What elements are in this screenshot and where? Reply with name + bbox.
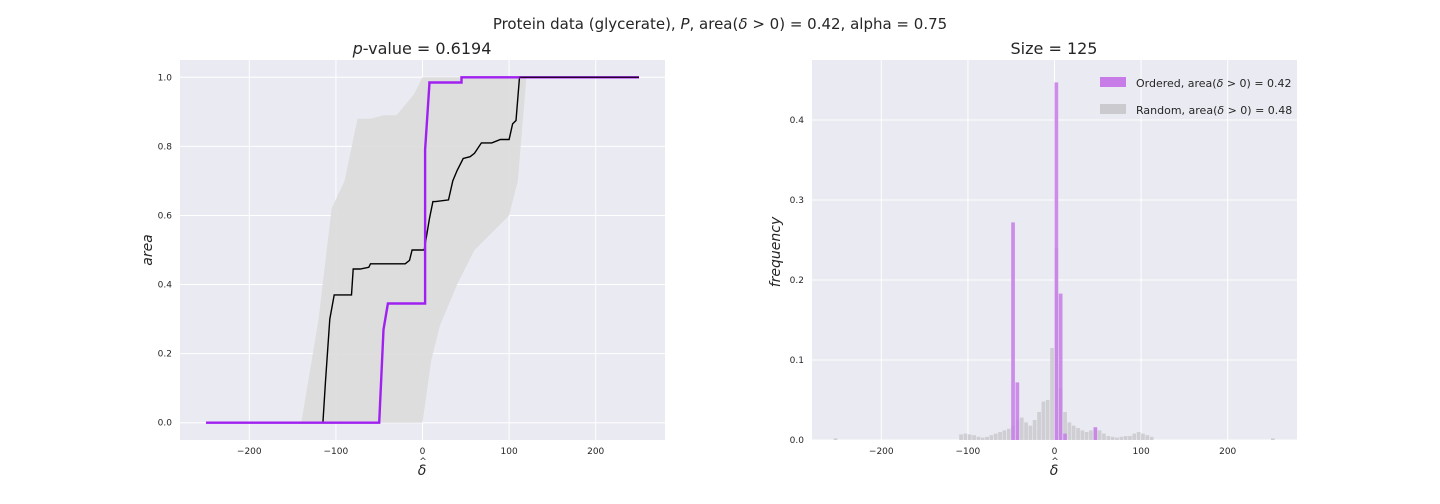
histogram-legend: Ordered, area(δ > 0) = 0.42 Random, area…	[1100, 77, 1292, 117]
histogram-plot-ticks: −200 −100 0 100 200 0.0 0.1 0.2 0.3 0.4	[790, 116, 1237, 457]
random-hist-bar	[1037, 412, 1041, 440]
random-hist-bar	[1067, 422, 1072, 440]
ordered-hist-bar	[1058, 293, 1063, 440]
legend-label-random: Random, area(δ > 0) = 0.48	[1136, 104, 1292, 117]
cdf-plot-ytick-label: 1.0	[158, 73, 173, 83]
legend-label-ordered: Ordered, area(δ > 0) = 0.42	[1136, 77, 1292, 90]
cdf-plot-title: p-value = 0.6194	[352, 39, 492, 58]
histogram-plot-xtick-label: 200	[1219, 447, 1236, 457]
random-hist-bar	[1110, 436, 1115, 440]
histogram-plot-ylabel: frequency	[768, 216, 784, 287]
cdf-plot-xlabel: δ ^	[418, 457, 427, 479]
random-hist-bar	[1024, 422, 1028, 440]
random-hist-bar	[1115, 437, 1119, 440]
random-hist-bar	[1136, 432, 1141, 440]
random-hist-bar	[1002, 430, 1007, 440]
cdf-plot: −200 −100 0 100 200 0.0 0.2 0.4 0.6 0.8 1.0 p-valu…	[140, 39, 665, 479]
random-hist-bar	[1097, 430, 1102, 440]
cdf-plot-ylabel: area	[140, 234, 156, 266]
cdf-plot-xtick-label: −200	[237, 447, 262, 457]
histogram-plot-ytick-label: 0.3	[790, 196, 804, 206]
cdf-plot-ticks: −200 −100 0 100 200 0.0 0.2 0.4 0.6 0.8 1.0	[158, 73, 605, 457]
random-hist-bar	[972, 435, 976, 440]
random-hist-bar	[1050, 348, 1054, 440]
ordered-hist-bar	[1093, 427, 1098, 440]
random-hist-bar	[967, 434, 972, 440]
histogram-plot-ytick-label: 0.2	[790, 276, 804, 286]
cdf-plot-ytick-label: 0.8	[158, 142, 173, 152]
histogram-plot: −200 −100 0 100 200 0.0 0.1 0.2 0.3 0.4 Size = 12…	[768, 39, 1297, 479]
random-hist-bar	[959, 434, 963, 440]
random-hist-bar	[998, 432, 1002, 440]
random-hist-bar	[1128, 436, 1132, 440]
histogram-plot-title: Size = 125	[1011, 39, 1098, 58]
random-hist-bar	[1119, 436, 1124, 440]
ordered-hist-bar	[1011, 222, 1015, 440]
cdf-plot-ytick-label: 0.2	[158, 350, 172, 360]
random-hist-bar	[1141, 433, 1145, 440]
histogram-plot-ytick-label: 0.0	[790, 436, 805, 446]
random-hist-bar	[1271, 438, 1275, 440]
random-hist-bar	[1041, 401, 1046, 440]
cdf-plot-xtick-label: 0	[420, 447, 426, 457]
histogram-plot-xtick-label: 100	[1133, 447, 1150, 457]
random-hist-bar	[989, 435, 994, 440]
random-hist-bar	[1089, 430, 1093, 440]
random-hist-bar	[1132, 433, 1137, 440]
random-hist-bar	[1080, 430, 1085, 440]
figure-suptitle: Protein data (glycerate), P, area(δ > 0)…	[493, 15, 947, 33]
histogram-plot-xlabel: δ ^	[1050, 457, 1059, 479]
cdf-plot-ytick-label: 0.6	[158, 211, 173, 221]
cdf-plot-marks	[206, 76, 640, 424]
random-hist-bar	[1063, 412, 1067, 440]
histogram-plot-marks	[833, 82, 1275, 441]
random-hist-bar	[1071, 425, 1076, 440]
random-hist-bar	[1076, 428, 1080, 440]
histogram-plot-ytick-label: 0.4	[790, 116, 805, 126]
random-hist-bar	[985, 436, 989, 440]
random-hist-bar	[1032, 420, 1037, 440]
cdf-plot-xtick-label: −100	[324, 447, 349, 457]
random-hist-bar	[1149, 436, 1154, 440]
cdf-plot-ytick-label: 0.0	[158, 419, 173, 429]
legend-swatch-random	[1100, 104, 1126, 114]
cdf-plot-xtick-label: 200	[587, 447, 604, 457]
random-hist-bar	[963, 433, 968, 440]
svg-text:^: ^	[419, 457, 427, 467]
cdf-plot-xtick-label: 100	[501, 447, 518, 457]
histogram-plot-ytick-label: 0.1	[790, 356, 804, 366]
random-hist-bar	[1102, 433, 1106, 440]
random-hist-bar	[976, 436, 981, 440]
random-hist-bar	[1019, 417, 1024, 440]
random-hist-bar	[993, 433, 998, 440]
cdf-plot-ytick-label: 0.4	[158, 281, 173, 291]
random-hist-bar	[980, 437, 985, 440]
ordered-line	[206, 76, 639, 424]
svg-text:δ: δ	[418, 463, 427, 479]
ordered-hist-bar	[1054, 82, 1059, 441]
ordered-hist-bar	[1015, 382, 1020, 440]
suptitle-delta-hat: δ	[738, 15, 747, 33]
ordered-hist-bar	[1063, 433, 1067, 440]
random-hist-bar	[1045, 400, 1050, 440]
random-hist-bar	[1028, 425, 1033, 440]
histogram-plot-xtick-label: −200	[869, 447, 894, 457]
legend-swatch-ordered	[1100, 77, 1126, 87]
histogram-plot-xtick-label: 0	[1052, 447, 1058, 457]
histogram-plot-xtick-label: −100	[956, 447, 981, 457]
random-hist-bar	[1006, 428, 1011, 440]
random-hist-bar	[1123, 436, 1128, 440]
random-hist-bar	[1084, 432, 1089, 440]
svg-text:^: ^	[1051, 457, 1059, 467]
random-hist-bar	[1106, 436, 1111, 440]
svg-text:δ: δ	[1050, 463, 1059, 479]
random-hist-bar	[1145, 435, 1150, 440]
random-hist-bar	[833, 438, 838, 440]
